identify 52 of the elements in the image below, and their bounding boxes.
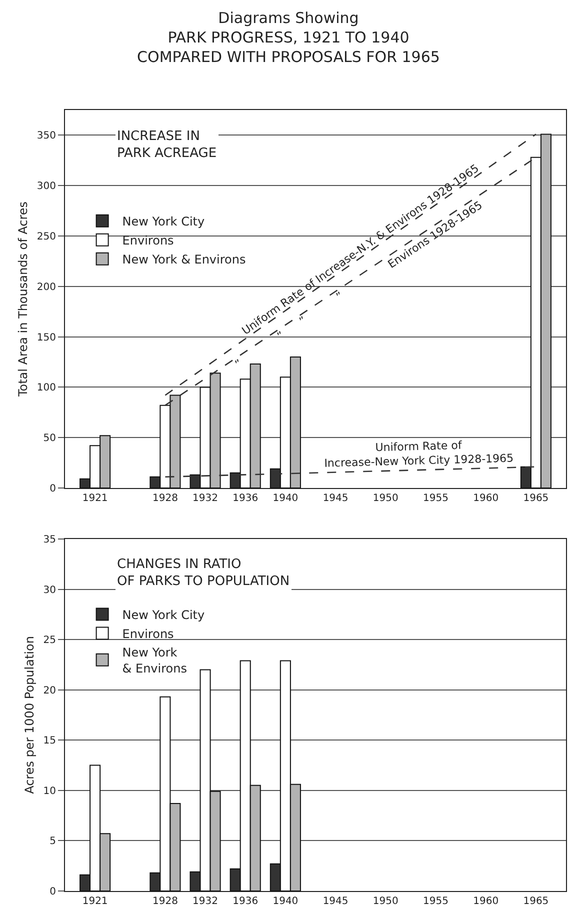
annotation: ”: [274, 328, 287, 343]
y-tick-label: 0: [50, 886, 56, 898]
annotation: Uniform Rate of Increase-New York City 1928-1965: [324, 438, 514, 470]
y-tick-label: 50: [43, 433, 56, 444]
y-tick-label: 250: [36, 232, 56, 242]
y-tick-label: 200: [36, 282, 56, 293]
annotation: ”: [296, 314, 309, 328]
x-tick-label: 1960: [473, 493, 499, 504]
x-tick-label: 1950: [372, 896, 398, 907]
x-tick-label: 1955: [423, 896, 448, 907]
x-tick-label: 1936: [232, 493, 258, 504]
legend-label: New York & Environs: [122, 252, 246, 267]
x-tick-label: 1928: [152, 493, 178, 504]
x-tick-label: 1928: [152, 896, 178, 907]
x-tick-label: 1921: [82, 896, 108, 907]
annotation: ”: [232, 356, 245, 371]
y-axis-title: Acres per 1000 Population: [22, 636, 37, 794]
annotation: ”: [334, 289, 346, 304]
x-tick-label: 1936: [232, 896, 258, 907]
x-tick-label: 1932: [192, 896, 218, 907]
x-tick-label: 1965: [523, 493, 549, 504]
x-tick-label: 1945: [322, 896, 348, 907]
x-tick-label: 1950: [372, 493, 398, 504]
y-axis-title: Total Area in Thousands of Acres: [16, 201, 30, 398]
legend-label: New York City: [122, 608, 205, 622]
x-tick-label: 1955: [423, 493, 448, 504]
y-tick-label: 15: [43, 736, 56, 747]
x-tick-label: 1940: [272, 493, 298, 504]
y-tick-label: 300: [36, 181, 56, 192]
y-tick-label: 20: [43, 685, 56, 696]
x-tick-label: 1921: [82, 493, 108, 504]
y-tick-label: 150: [36, 332, 56, 344]
x-tick-label: 1960: [473, 896, 499, 907]
text: CHANGES IN RATIO OF PARKS TO POPULATION: [117, 557, 290, 589]
x-tick-label: 1932: [192, 493, 218, 504]
y-tick-label: 100: [36, 382, 56, 394]
y-tick-label: 30: [43, 584, 56, 596]
legend-label: Environs: [122, 626, 174, 641]
x-tick-label: 1940: [272, 896, 298, 907]
y-tick-label: 25: [43, 635, 56, 646]
legend-label: New York & Environs: [122, 646, 187, 676]
chart-title: Diagrams Showing PARK PROGRESS, 1921 TO 1940 COMPARED WITH PROPOSALS FOR 1965: [137, 8, 440, 66]
legend-label: Environs: [122, 234, 174, 248]
y-tick-label: 350: [36, 130, 56, 142]
y-tick-label: 10: [43, 786, 56, 797]
legend-label: New York City: [122, 214, 205, 229]
y-tick-label: 35: [43, 534, 56, 546]
text: INCREASE IN PARK ACREAGE: [117, 129, 217, 161]
x-tick-label: 1965: [523, 896, 549, 907]
y-tick-label: 0: [50, 484, 56, 494]
y-tick-label: 5: [50, 836, 56, 848]
x-tick-label: 1945: [322, 493, 348, 504]
